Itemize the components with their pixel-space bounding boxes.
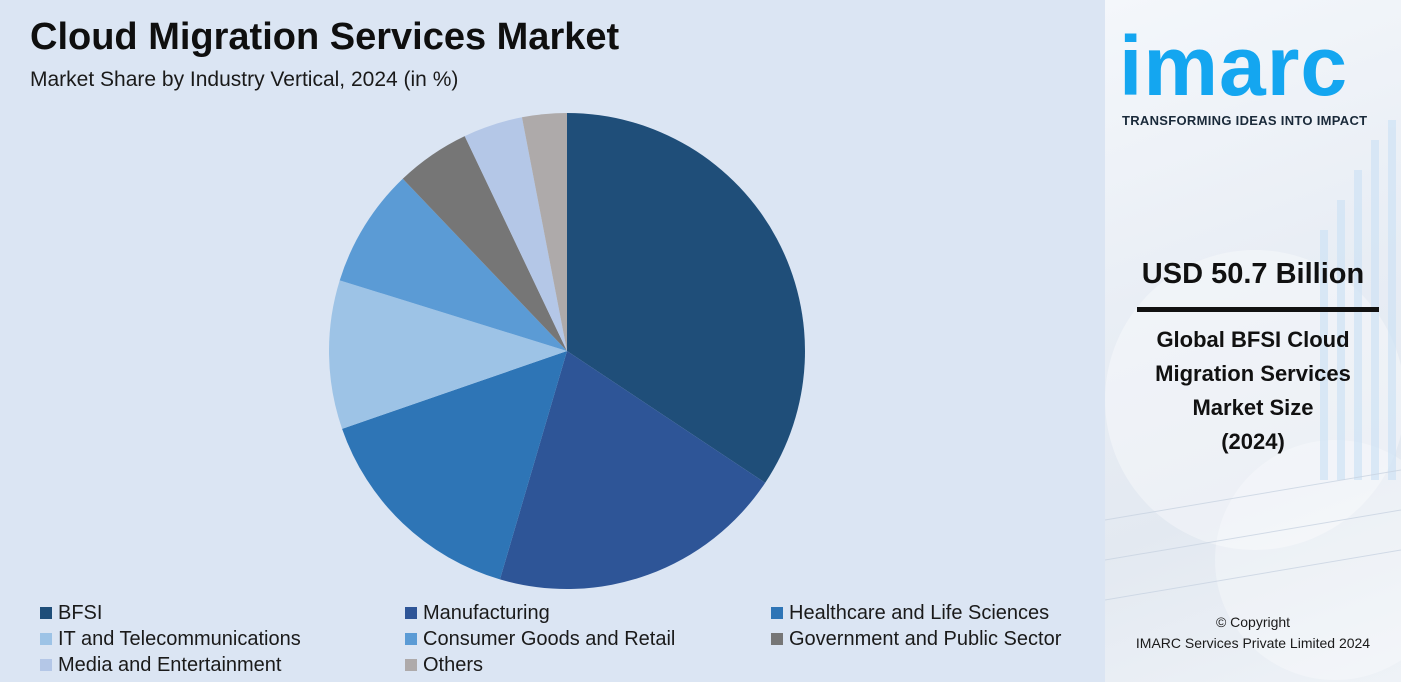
copyright-line: © Copyright [1215,614,1291,630]
brand-tagline: TRANSFORMING IDEAS INTO IMPACT [1122,113,1368,128]
pie-slice-media-and-entertainment [464,117,567,351]
market-size-description: Global BFSI Cloud Migration Services Mar… [1125,323,1381,459]
description-line: (2024) [1221,429,1285,454]
pie-slice-consumer-goods-and-retail [339,178,567,351]
pie-slice-government-and-public-sector [402,136,567,351]
legend-item: IT and Telecommunications [40,626,301,652]
legend-swatch [405,607,417,619]
copyright: © Copyright IMARC Services Private Limit… [1105,612,1401,654]
market-size-value: USD 50.7 Billion [1141,258,1365,290]
copyright-line: IMARC Services Private Limited 2024 [1135,635,1371,651]
legend-item: Others [405,652,483,678]
chart-subtitle: Market Share by Industry Vertical, 2024 … [30,68,459,91]
legend-swatch [40,633,52,645]
pie-slice-manufacturing [499,351,766,589]
pie-slice-bfsi [567,113,805,483]
legend-label: Media and Entertainment [58,653,282,676]
legend-swatch [405,633,417,645]
legend-swatch [771,607,783,619]
legend-label: Government and Public Sector [789,627,1062,650]
pie-slice-healthcare-and-life-sciences [342,351,567,580]
description-line: Global BFSI Cloud [1156,327,1350,352]
legend-label: BFSI [58,601,103,624]
value-divider [1137,307,1379,312]
legend-item: Media and Entertainment [40,652,281,678]
legend-item: Government and Public Sector [771,626,1061,652]
legend-swatch [40,659,52,671]
imarc-logo: imarc [1119,19,1349,113]
pie-chart [328,113,805,589]
chart-title: Cloud Migration Services Market [30,16,620,58]
legend-label: Healthcare and Life Sciences [789,601,1050,624]
legend-label: Consumer Goods and Retail [423,627,676,650]
legend-item: Manufacturing [405,600,550,626]
description-line: Market Size [1192,395,1314,420]
legend-item: BFSI [40,600,102,626]
description-line: Migration Services [1155,361,1351,386]
legend-swatch [405,659,417,671]
legend-label: IT and Telecommunications [58,627,301,650]
legend-label: Others [423,653,484,676]
info-panel: imarc TRANSFORMING IDEAS INTO IMPACT USD… [1105,0,1401,682]
legend-label: Manufacturing [423,601,550,624]
legend-swatch [40,607,52,619]
chart-legend: BFSI Manufacturing Healthcare and Life Sci… [40,600,1100,680]
legend-item: Healthcare and Life Sciences [771,600,1049,626]
legend-swatch [771,633,783,645]
pie-slice-it-and-telecommunications [328,280,567,429]
chart-panel: Cloud Migration Services Market Market S… [0,0,1105,682]
pie-slice-others [521,113,567,351]
legend-item: Consumer Goods and Retail [405,626,675,652]
